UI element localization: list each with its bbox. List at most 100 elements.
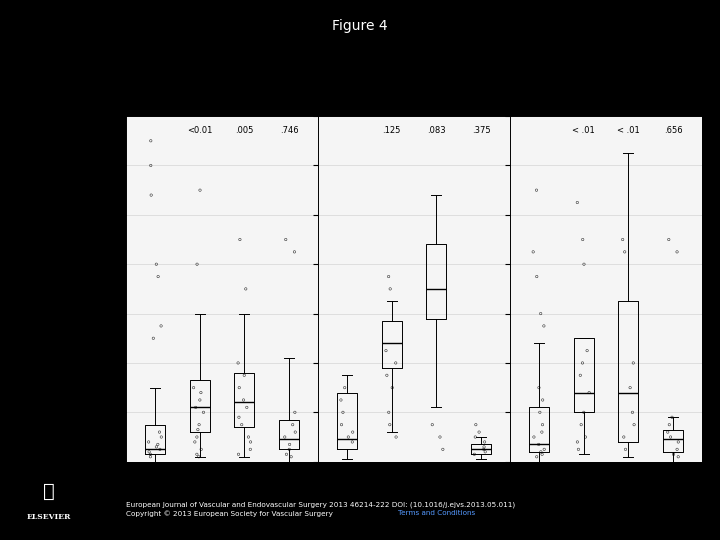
Point [343, 433, 354, 441]
Point [534, 383, 545, 392]
Text: < .01: < .01 [572, 126, 595, 135]
Point [281, 450, 292, 458]
Point [193, 453, 204, 461]
Point [148, 334, 159, 342]
Point [284, 440, 295, 449]
Point [572, 437, 583, 446]
Point [672, 437, 684, 446]
Point [538, 322, 549, 330]
Point [666, 413, 678, 422]
Point [233, 413, 245, 422]
Point [279, 433, 290, 441]
Point [156, 433, 167, 441]
Point [152, 440, 163, 449]
Text: < .01: < .01 [617, 126, 639, 135]
Point [337, 408, 348, 417]
Point [243, 433, 254, 441]
Point [195, 445, 207, 454]
Point [536, 428, 548, 436]
Point [336, 396, 347, 404]
Point [189, 437, 201, 446]
Point [233, 359, 244, 367]
Point [198, 408, 210, 417]
Point [577, 235, 588, 244]
Point [534, 408, 546, 417]
Point [629, 420, 640, 429]
Point [194, 396, 206, 404]
Point [480, 448, 491, 456]
Point [285, 453, 297, 461]
Point [280, 235, 292, 244]
Point [671, 247, 683, 256]
Point [533, 440, 544, 449]
Text: .125: .125 [382, 126, 401, 135]
Point [575, 420, 587, 429]
Point [663, 235, 675, 244]
Point [245, 445, 256, 454]
Point [233, 383, 245, 392]
Point [145, 450, 156, 458]
Point [192, 426, 204, 434]
Point [531, 272, 542, 281]
Point [665, 433, 676, 441]
Point [145, 191, 157, 199]
Point [241, 403, 253, 411]
Point [580, 433, 591, 441]
Point [384, 420, 395, 429]
Point [528, 433, 540, 441]
Point [662, 428, 673, 436]
Point [336, 420, 347, 429]
Point [284, 445, 295, 454]
Text: European Journal of Vascular and Endovascular Surgery 2013 46214-222 DOI: (10.10: European Journal of Vascular and Endovas… [126, 501, 515, 508]
Text: .375: .375 [472, 126, 490, 135]
Point [190, 403, 202, 411]
Point [154, 445, 166, 454]
Title: C: C [601, 78, 611, 91]
Text: .083: .083 [427, 126, 446, 135]
Point [194, 420, 205, 429]
Point [150, 260, 162, 268]
Point [434, 433, 446, 441]
Point [628, 359, 639, 367]
Point [387, 383, 398, 392]
Point [671, 445, 683, 454]
Point [672, 453, 684, 461]
Point [478, 443, 490, 451]
Point [238, 396, 249, 404]
Point [572, 198, 583, 207]
Point [539, 445, 550, 454]
Title: A: A [217, 78, 227, 91]
Text: Terms and Conditions: Terms and Conditions [398, 510, 475, 516]
Point [192, 260, 203, 268]
Point [618, 433, 629, 441]
Point [577, 359, 588, 367]
Y-axis label: hs-CRP sensitivity (mg/L): hs-CRP sensitivity (mg/L) [84, 227, 94, 350]
Point [153, 428, 165, 436]
Point [143, 437, 154, 446]
Point [347, 428, 359, 436]
Point [289, 428, 301, 436]
Point [234, 235, 246, 244]
Text: .005: .005 [235, 126, 253, 135]
X-axis label: Day: Day [403, 487, 425, 497]
Point [578, 408, 590, 417]
Point [528, 247, 539, 256]
Point [156, 322, 167, 330]
Point [289, 408, 301, 417]
Point [535, 309, 546, 318]
Point [339, 383, 351, 392]
Text: Copyright © 2013 European Society for Vascular Surgery: Copyright © 2013 European Society for Va… [126, 510, 335, 517]
Point [145, 453, 156, 461]
Point [469, 450, 480, 458]
Text: Figure 4: Figure 4 [332, 19, 388, 33]
Text: .656: .656 [664, 126, 683, 135]
Title: B: B [409, 78, 419, 91]
Point [575, 371, 586, 380]
Point [667, 450, 679, 458]
Point [624, 383, 636, 392]
Point [233, 450, 244, 458]
Point [287, 420, 298, 429]
Point [191, 433, 202, 441]
Point [470, 420, 482, 429]
Point [620, 445, 631, 454]
